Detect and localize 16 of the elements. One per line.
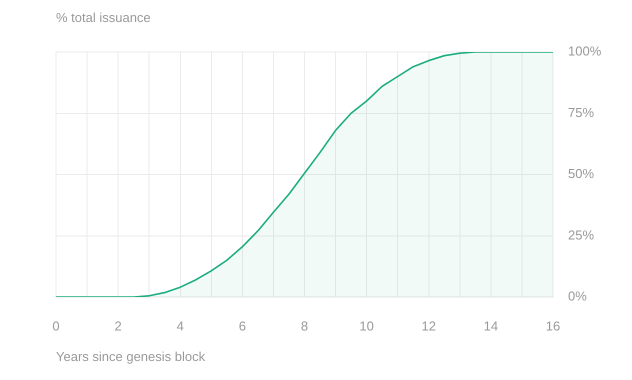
x-tick-label: 0 bbox=[52, 318, 60, 334]
x-axis-title: Years since genesis block bbox=[56, 349, 206, 364]
chart-title: % total issuance bbox=[56, 10, 151, 25]
x-tick-label: 16 bbox=[546, 318, 560, 334]
y-tick-label: 100% bbox=[568, 44, 602, 59]
y-tick-label: 50% bbox=[568, 166, 594, 182]
y-tick-label: 25% bbox=[568, 227, 594, 242]
y-tick-label: 0% bbox=[568, 288, 588, 304]
x-tick-label: 2 bbox=[114, 318, 122, 334]
x-tick-label: 4 bbox=[176, 318, 184, 334]
x-tick-label: 8 bbox=[300, 318, 308, 334]
x-tick-label: 10 bbox=[359, 318, 374, 334]
y-tick-label: 75% bbox=[568, 104, 594, 120]
x-tick-label: 6 bbox=[238, 318, 246, 334]
x-tick-label: 12 bbox=[422, 318, 436, 334]
x-tick-label: 14 bbox=[484, 318, 498, 334]
